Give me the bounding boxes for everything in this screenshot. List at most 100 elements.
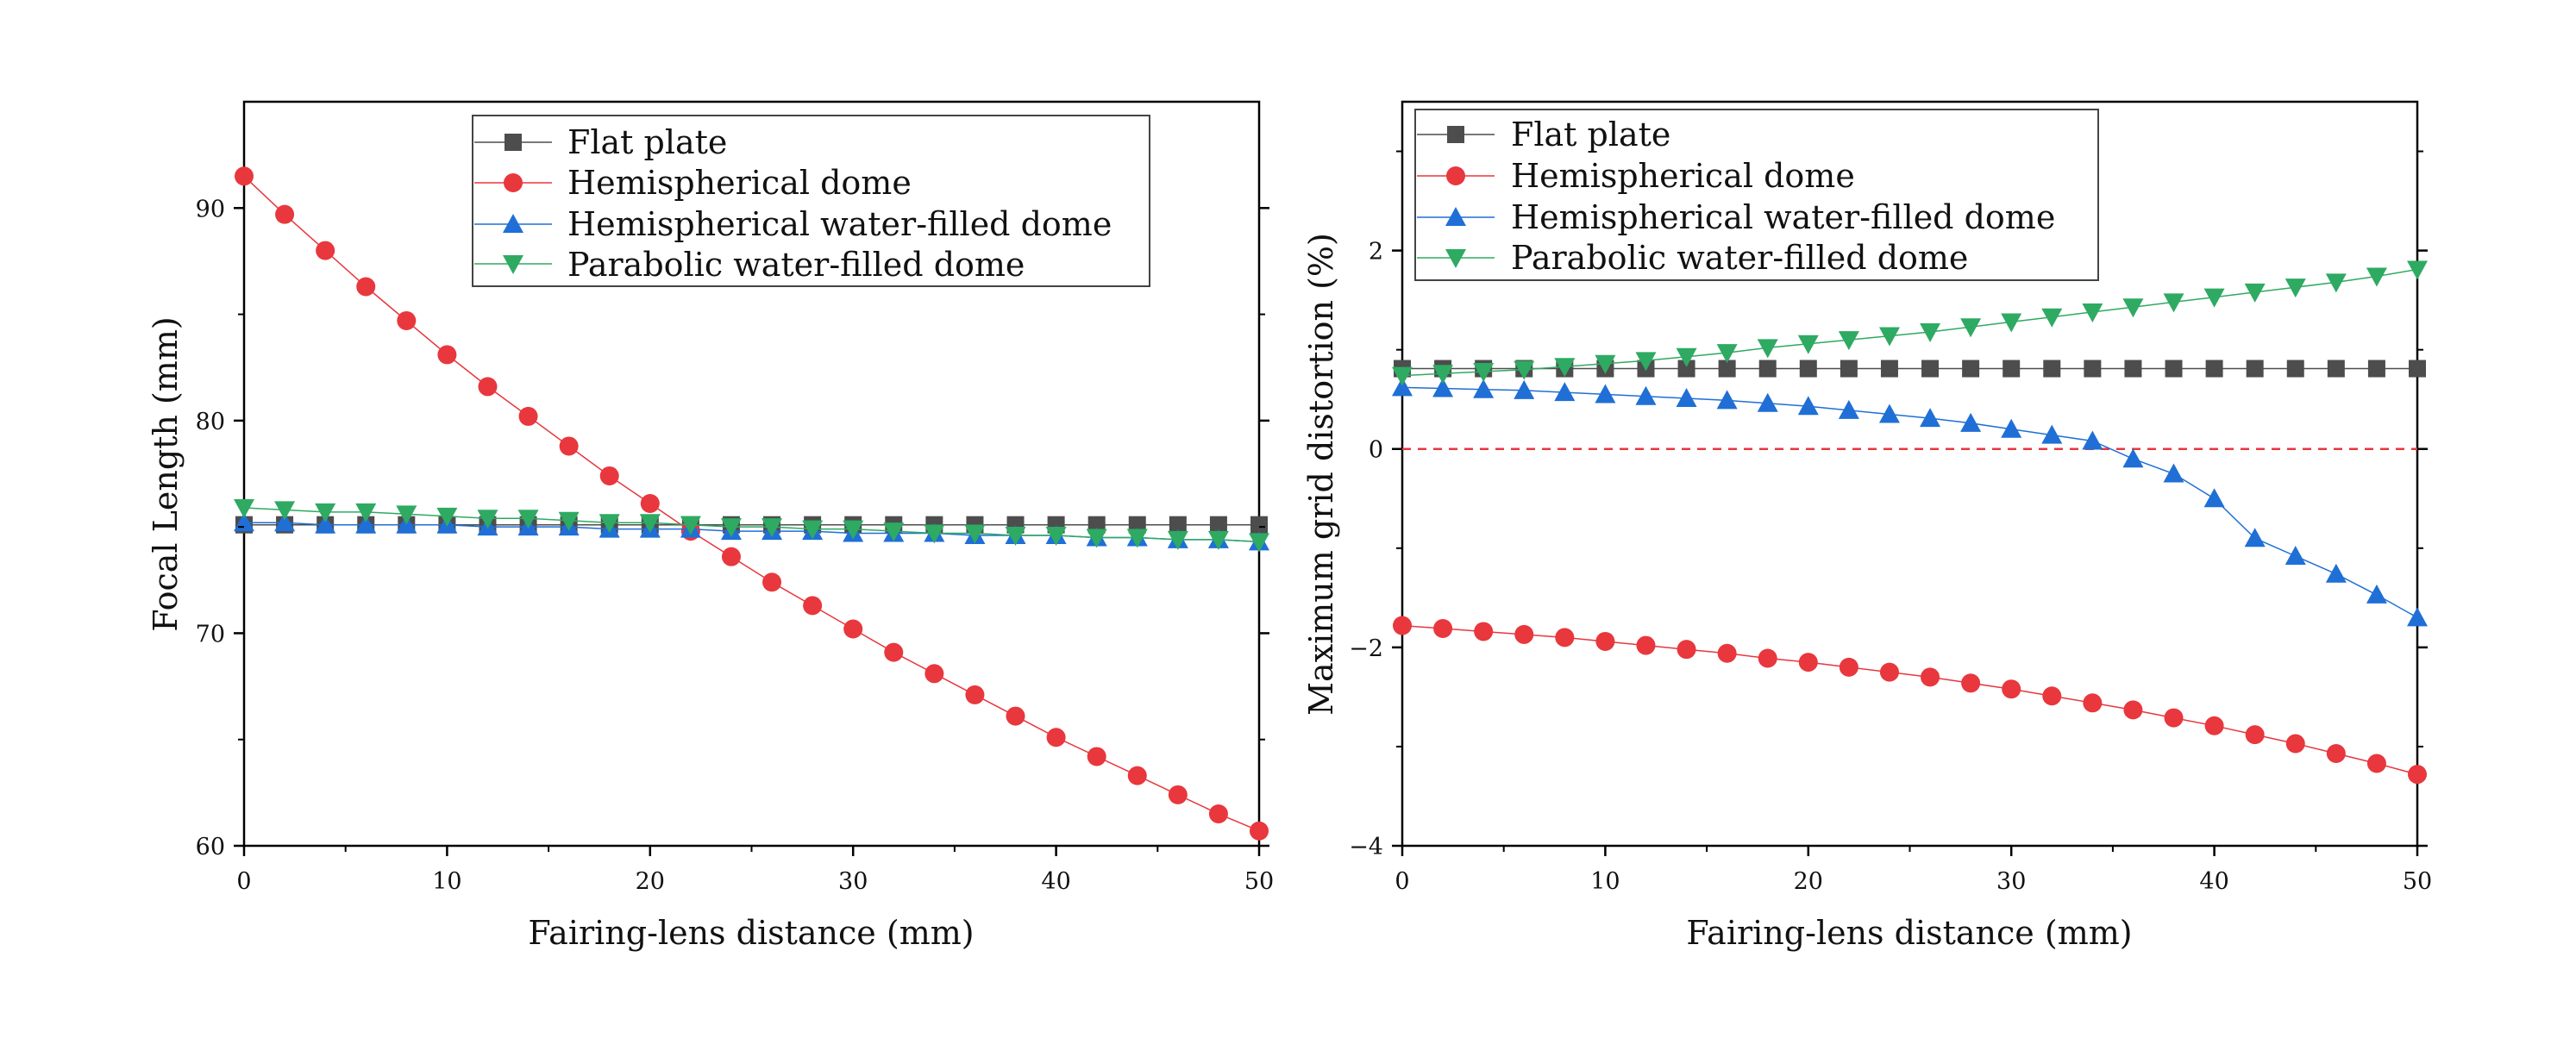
data-point-circle [2164, 708, 2184, 728]
series-line-hemispherical-water-filled-dome [244, 522, 1260, 543]
data-point-triangle-down [1126, 529, 1148, 548]
legend-label-hemispherical-water-filled-dome: Hemispherical water-filled dome [567, 205, 1112, 243]
series-line-hemispherical-dome [1401, 624, 2418, 775]
data-point-square [2124, 360, 2142, 378]
legend-marker-triangle-down [1445, 249, 1466, 268]
data-point-circle [2408, 765, 2427, 785]
x-tick-label: 50 [1244, 868, 1274, 895]
legend-label-flat-plate: Flat plate [1511, 116, 1670, 153]
series-layer [1392, 260, 2428, 785]
data-point-circle [235, 166, 254, 186]
series-hemispherical-water-filled-dome [1392, 377, 2428, 627]
data-point-triangle-down [639, 514, 661, 534]
data-point-circle [559, 436, 579, 456]
data-point-circle [1595, 631, 1615, 651]
data-point-triangle-up [1514, 379, 1535, 399]
data-point-triangle-down [1167, 530, 1188, 550]
data-point-circle [1921, 667, 1940, 687]
data-point-circle [1006, 706, 1025, 726]
legend-box [1414, 109, 2099, 281]
data-point-triangle-down [1432, 365, 1454, 385]
data-point-circle [1636, 635, 1656, 655]
data-point-triangle-down [1878, 327, 1900, 347]
series-line-parabolic-water-filled-dome [1401, 268, 2418, 377]
data-point-triangle-up [2244, 528, 2266, 547]
data-point-square [2409, 360, 2426, 378]
data-point-circle [2123, 700, 2143, 720]
data-point-square [1799, 360, 1817, 378]
data-point-triangle-up [1635, 385, 1657, 405]
data-point-circle [721, 547, 741, 566]
legend-marker-square [1447, 126, 1464, 143]
data-point-triangle-down [436, 507, 458, 527]
data-point-circle [640, 494, 660, 514]
x-axis-label: Fairing-lens distance (mm) [528, 914, 974, 952]
data-point-triangle-down [964, 524, 986, 544]
data-point-triangle-down [1838, 331, 1859, 351]
data-point-circle [437, 345, 457, 365]
data-point-triangle-up [2041, 424, 2063, 444]
data-point-circle [2042, 686, 2062, 706]
data-point-circle [1677, 640, 1696, 660]
legend: Flat plate Hemispherical dome Hemispheri… [1414, 109, 2099, 281]
data-point-square [1962, 360, 1980, 378]
data-point-triangle-down [1960, 318, 1982, 338]
data-point-triangle-down [2163, 293, 2184, 313]
data-point-triangle-up [1960, 412, 1982, 432]
data-point-circle [1393, 616, 1412, 635]
data-point-triangle-down [1249, 533, 1269, 553]
legend-box [472, 115, 1150, 287]
legend-marker-triangle-down [503, 255, 523, 274]
data-point-circle [2326, 743, 2346, 763]
legend-marker-square [505, 134, 522, 151]
legend-marker-triangle-up [1445, 207, 1466, 226]
data-point-triangle-down [396, 505, 417, 525]
data-point-square [1921, 360, 1940, 378]
data-point-circle [2366, 754, 2386, 773]
data-point-circle [1839, 657, 1858, 677]
legend-entry-flat-plate: Flat plate [474, 123, 727, 161]
grid-distortion-chart: 0 10 20 30 40 50 −4 −2 0 2 Fairing-lens distance … [1302, 100, 2432, 952]
data-point-triangle-up [2325, 563, 2347, 583]
data-point-triangle-up [1554, 382, 1576, 402]
data-point-circle [1250, 821, 1269, 841]
x-tick-label: 0 [1395, 868, 1409, 895]
data-point-triangle-down [2041, 308, 2063, 328]
data-point-circle [762, 572, 782, 592]
data-point-triangle-down [1554, 358, 1576, 378]
data-point-circle [1474, 622, 1494, 641]
data-point-triangle-down [1595, 354, 1616, 374]
data-point-circle [518, 406, 538, 426]
data-point-triangle-down [315, 503, 336, 522]
series-hemispherical-dome [1393, 616, 2427, 785]
data-point-square [2003, 360, 2021, 378]
data-point-circle [1514, 624, 1534, 644]
legend: Flat plate Hemispherical dome Hemispheri… [472, 115, 1150, 287]
y-tick-label: 80 [196, 409, 225, 435]
data-point-square [1677, 360, 1695, 378]
data-point-triangle-up [355, 514, 377, 534]
y-tick-label: 0 [1369, 437, 1383, 464]
data-point-triangle-down [2325, 273, 2347, 293]
series-hemispherical-water-filled-dome [234, 512, 1269, 551]
y-axis-label: Maximum grid distortion (%) [1302, 233, 1340, 716]
data-point-square [1880, 360, 1898, 378]
data-point-square [1840, 360, 1858, 378]
data-point-square [2246, 360, 2264, 378]
data-point-square [2043, 360, 2061, 378]
series-hemispherical-dome [235, 166, 1269, 841]
data-point-triangle-down [558, 511, 580, 531]
data-point-circle [2002, 679, 2021, 699]
x-tick-label: 0 [236, 868, 251, 895]
legend-entry-hemispherical-dome: Hemispherical dome [1417, 157, 1855, 195]
data-point-triangle-down [843, 520, 864, 540]
data-point-circle [884, 642, 904, 662]
x-tick-label: 20 [1794, 868, 1823, 895]
data-point-triangle-up [1797, 396, 1819, 416]
x-tick-label: 40 [1041, 868, 1070, 895]
data-point-square [2367, 360, 2385, 378]
data-point-triangle-down [2285, 278, 2306, 298]
data-point-circle [2245, 725, 2265, 745]
data-point-triangle-up [315, 514, 336, 534]
y-tick-label: 2 [1369, 239, 1383, 266]
